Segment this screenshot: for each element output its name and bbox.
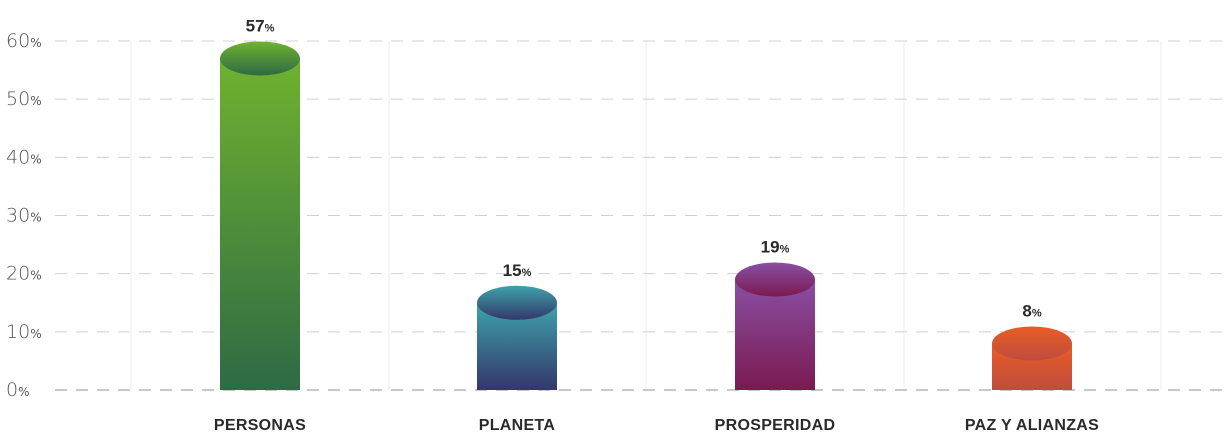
bars: [220, 41, 1072, 390]
bar-prosperidad: [735, 262, 815, 390]
y-tick-label: 20%: [6, 263, 42, 285]
value-labels: 57% 15% 19% 8%: [246, 16, 1042, 320]
value-label: 15%: [503, 261, 532, 280]
y-tick-label: 60%: [6, 30, 42, 52]
category-label: PAZ Y ALIANZAS: [965, 417, 1099, 434]
category-label: PLANETA: [479, 417, 556, 434]
category-label: PROSPERIDAD: [715, 417, 836, 434]
y-tick-label: 50%: [6, 88, 42, 110]
y-tick-label: 10%: [6, 321, 42, 343]
bar-body: [735, 279, 815, 390]
bar-cap: [992, 326, 1072, 361]
y-tick-label: 40%: [6, 146, 42, 168]
category-label: PERSONAS: [214, 417, 306, 434]
bar-personas: [220, 41, 300, 390]
bar-cap: [735, 262, 815, 297]
bar-cap: [477, 285, 557, 320]
y-axis-ticks: 0% 10% 20% 30% 40% 50% 60%: [6, 30, 42, 401]
category-labels: PERSONAS PLANETA PROSPERIDAD PAZ Y ALIANZAS: [214, 417, 1099, 434]
value-label: 8%: [1022, 301, 1041, 320]
value-label: 19%: [761, 237, 790, 256]
bar-paz-y-alianzas: [992, 326, 1072, 390]
y-tick-label: 0%: [6, 379, 30, 401]
bar-cap: [220, 41, 300, 76]
y-tick-label: 30%: [6, 205, 42, 227]
bar-body: [220, 58, 300, 390]
value-label: 57%: [246, 16, 275, 35]
bar-planeta: [477, 285, 557, 390]
